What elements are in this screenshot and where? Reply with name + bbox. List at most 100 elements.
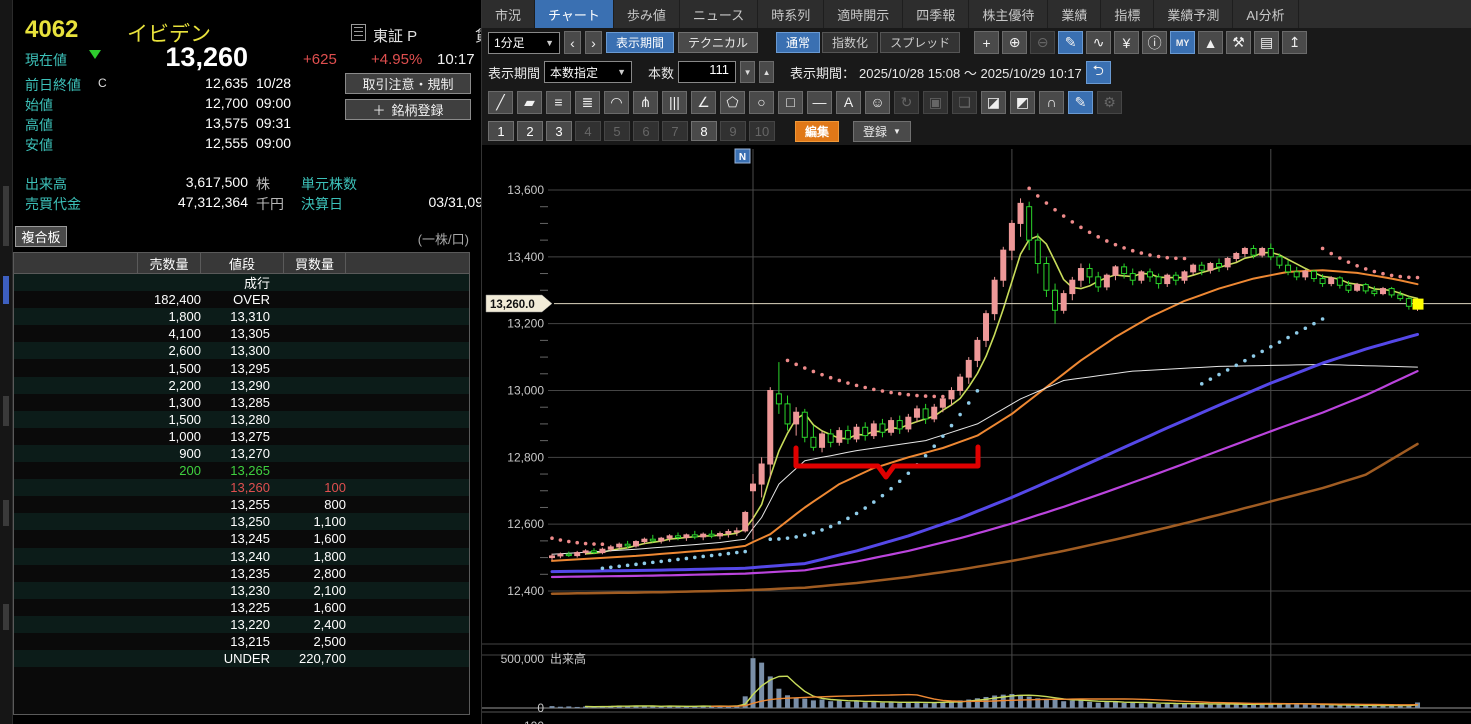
order-book-row[interactable]: 2,600 13,300	[14, 342, 469, 360]
order-book-row[interactable]: 182,400 OVER	[14, 291, 469, 308]
preset-button-2[interactable]: 2	[517, 121, 543, 141]
scrollbar-highlight[interactable]	[3, 276, 9, 304]
ellipse-icon[interactable]: ○	[749, 90, 774, 114]
order-book-row[interactable]: 13,245 1,600	[14, 530, 469, 547]
order-book-row[interactable]: 13,255 800	[14, 496, 469, 513]
order-book-row[interactable]: 1,500 13,280	[14, 410, 469, 428]
tab-歩み値[interactable]: 歩み値	[614, 0, 680, 28]
register-preset-button[interactable]: 登録 ▼	[853, 120, 911, 142]
rotate-history-icon[interactable]: ↻	[894, 90, 919, 114]
yen-axis-icon[interactable]: ¥	[1114, 31, 1140, 54]
tab-市況[interactable]: 市況	[482, 0, 536, 28]
horizontal-line-icon[interactable]: —	[807, 90, 832, 114]
rectangle-icon[interactable]: □	[778, 90, 803, 114]
scrollbar-thumb[interactable]	[3, 604, 9, 630]
fan-lines-icon[interactable]: ⋔	[633, 90, 658, 114]
composite-board-button[interactable]: 複合板	[15, 226, 67, 247]
order-book-row[interactable]: 成行	[14, 274, 469, 292]
count-decrement-button[interactable]: ▼	[740, 61, 756, 83]
tab-四季報[interactable]: 四季報	[903, 0, 970, 28]
vertical-grid-icon[interactable]: |||	[662, 90, 687, 114]
eraser-all-icon[interactable]: ◩	[1010, 90, 1035, 114]
scroll-right-button[interactable]: ›	[585, 31, 602, 54]
left-scrollbar-strip[interactable]	[0, 0, 13, 724]
preset-button-1[interactable]: 1	[488, 121, 514, 141]
edit-presets-button[interactable]: 編集	[795, 120, 840, 142]
trade-caution-button[interactable]: 取引注意・規制	[345, 73, 471, 94]
tab-AI分析[interactable]: AI分析	[1233, 0, 1299, 28]
order-book-row[interactable]: 13,220 2,400	[14, 615, 469, 633]
preset-button-10[interactable]: 10	[749, 121, 775, 141]
tab-業績[interactable]: 業績	[1048, 0, 1102, 28]
draw-settings-gear-icon[interactable]: ⚙	[1097, 90, 1122, 114]
order-book-row[interactable]: 13,225 1,600	[14, 599, 469, 616]
preset-button-8[interactable]: 8	[691, 121, 717, 141]
export-window-icon[interactable]: ↥	[1282, 31, 1308, 54]
wrench-settings-icon[interactable]: ⚒	[1226, 31, 1252, 54]
eraser-icon[interactable]: ◪	[981, 90, 1006, 114]
scroll-left-button[interactable]: ‹	[564, 31, 581, 54]
order-book-row[interactable]: 1,800 13,310	[14, 308, 469, 326]
dense-lines-icon[interactable]: ≣	[575, 90, 600, 114]
my-indicator-icon[interactable]: MY	[1170, 31, 1196, 54]
candlestick-chart[interactable]: 12,400 12,600 12,800 13,000 13,200 13,400 13,6…	[482, 145, 1471, 724]
preset-button-9[interactable]: 9	[720, 121, 746, 141]
register-symbol-button[interactable]: ＋ 銘柄登録	[345, 99, 471, 120]
reset-period-button[interactable]: ⮌	[1085, 60, 1111, 84]
order-book-row[interactable]: 900 13,270	[14, 444, 469, 463]
mode-button[interactable]: 指数化	[822, 32, 879, 53]
order-book-row[interactable]: UNDER 220,700	[14, 650, 469, 668]
hand-move-icon[interactable]: ❏	[952, 90, 977, 114]
order-book-row[interactable]: 1,000 13,275	[14, 428, 469, 445]
preset-button-6[interactable]: 6	[633, 121, 659, 141]
ray-lines-icon[interactable]: ∠	[691, 90, 716, 114]
copy-drawing-icon[interactable]: ▣	[923, 90, 948, 114]
draw-pencil-icon[interactable]: ✎	[1058, 31, 1084, 54]
scrollbar-thumb[interactable]	[3, 396, 9, 426]
interval-dropdown[interactable]: 1分足 ▼	[488, 31, 560, 54]
tab-株主優待[interactable]: 株主優待	[969, 0, 1049, 28]
bar-count-input[interactable]: 111	[678, 61, 737, 83]
icon-stamp-icon[interactable]: ☺	[865, 90, 890, 114]
chart-plot-area[interactable]: 12,400 12,600 12,800 13,000 13,200 13,400 13,6…	[482, 145, 1471, 724]
preset-button-5[interactable]: 5	[604, 121, 630, 141]
order-book-row[interactable]: 4,100 13,305	[14, 325, 469, 342]
lock-drawings-icon[interactable]: ✎	[1068, 90, 1093, 114]
crosshair-icon[interactable]: +	[974, 31, 1000, 54]
preset-button-7[interactable]: 7	[662, 121, 688, 141]
order-book-row[interactable]: 13,260 100	[14, 479, 469, 497]
printer-icon[interactable]: ▤	[1254, 31, 1280, 54]
order-book-row[interactable]: 1,500 13,295	[14, 359, 469, 376]
period-mode-dropdown[interactable]: 本数指定 ▼	[544, 61, 633, 83]
tab-チャート[interactable]: チャート	[535, 0, 614, 28]
area-chart-icon[interactable]: ▲	[1198, 31, 1224, 54]
scrollbar-thumb[interactable]	[3, 186, 9, 246]
tab-指標[interactable]: 指標	[1101, 0, 1155, 28]
technical-button[interactable]: テクニカル	[678, 32, 759, 53]
zoom-in-icon[interactable]: ⊕	[1002, 31, 1028, 54]
trendline-icon[interactable]: ╱	[488, 90, 513, 114]
parallel-lines-icon[interactable]: ≡	[546, 90, 571, 114]
pentagon-icon[interactable]: ⬠	[720, 90, 745, 114]
order-book-row[interactable]: 1,300 13,285	[14, 394, 469, 411]
order-book-row[interactable]: 13,230 2,100	[14, 581, 469, 599]
order-book-row[interactable]: 2,200 13,290	[14, 376, 469, 394]
preset-button-3[interactable]: 3	[546, 121, 572, 141]
scrollbar-thumb[interactable]	[3, 500, 9, 526]
order-book-row[interactable]: 13,235 2,800	[14, 565, 469, 582]
tab-ニュース[interactable]: ニュース	[680, 0, 759, 28]
text-label-icon[interactable]: A	[836, 90, 861, 114]
trend-cursor-icon[interactable]: ∿	[1086, 31, 1112, 54]
fibonacci-arc-icon[interactable]: ◠	[604, 90, 629, 114]
info-icon[interactable]: ⓘ	[1142, 31, 1168, 54]
order-book-row[interactable]: 13,240 1,800	[14, 547, 469, 565]
magnet-snap-icon[interactable]: ∩	[1039, 90, 1064, 114]
tab-時系列[interactable]: 時系列	[758, 0, 825, 28]
zoom-out-icon[interactable]: ⊖	[1030, 31, 1056, 54]
tab-業績予測[interactable]: 業績予測	[1154, 0, 1234, 28]
ruler-line-icon[interactable]: ▰	[517, 90, 542, 114]
mode-button[interactable]: 通常	[776, 32, 821, 53]
mode-button[interactable]: スプレッド	[880, 32, 961, 53]
order-book-row[interactable]: 200 13,265	[14, 462, 469, 479]
preset-button-4[interactable]: 4	[575, 121, 601, 141]
